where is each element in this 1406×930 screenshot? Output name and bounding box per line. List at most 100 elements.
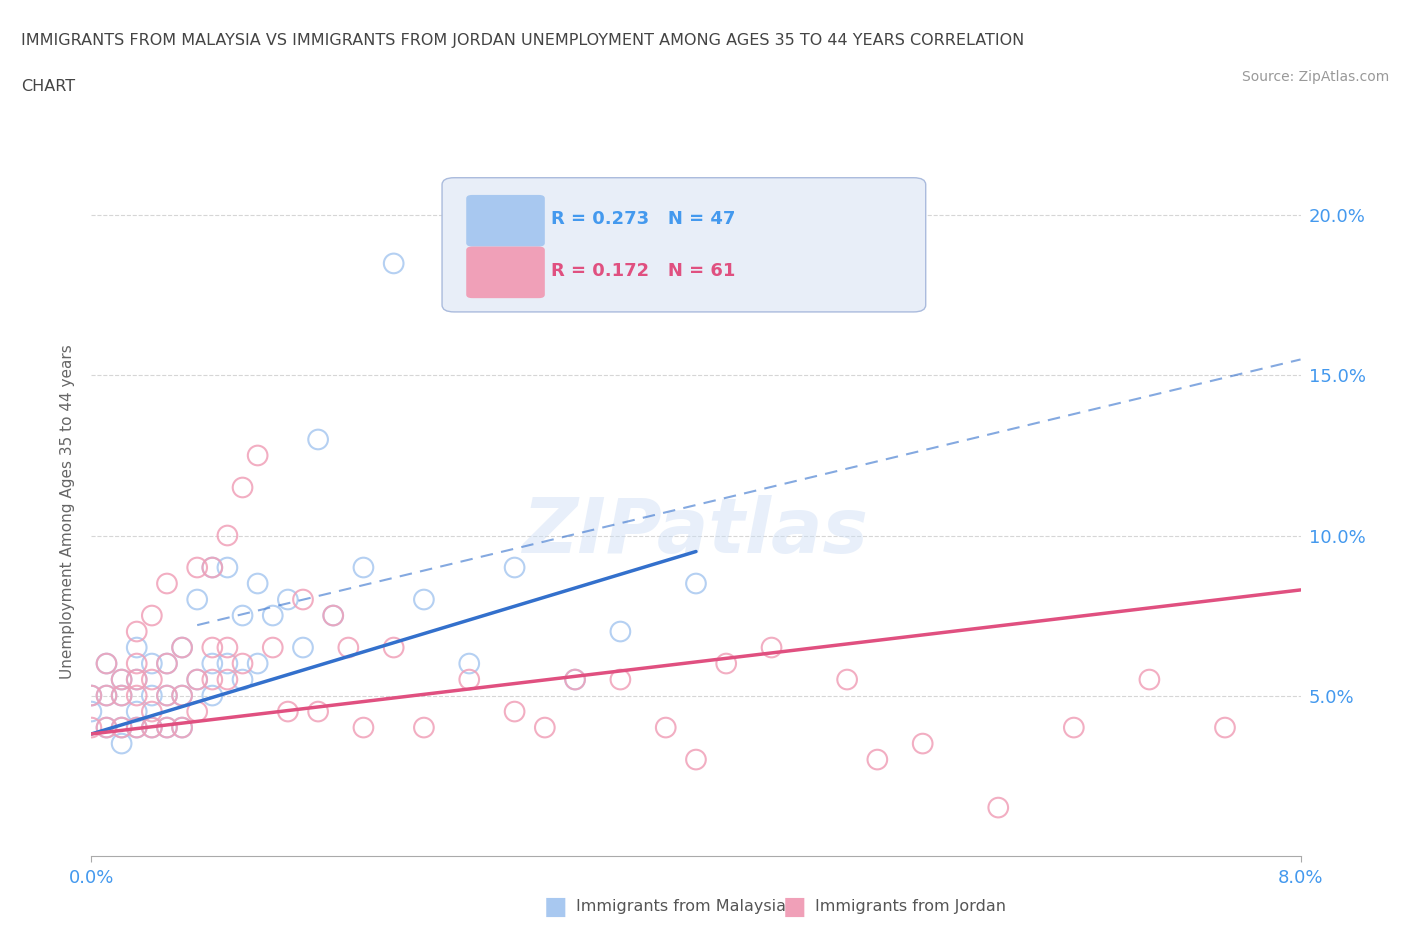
Point bbox=[277, 704, 299, 719]
Point bbox=[111, 720, 132, 735]
Point bbox=[80, 720, 103, 735]
Point bbox=[111, 672, 132, 687]
Point bbox=[96, 656, 118, 671]
Point bbox=[125, 640, 148, 655]
Text: IMMIGRANTS FROM MALAYSIA VS IMMIGRANTS FROM JORDAN UNEMPLOYMENT AMONG AGES 35 TO: IMMIGRANTS FROM MALAYSIA VS IMMIGRANTS F… bbox=[21, 33, 1025, 47]
Point bbox=[217, 640, 239, 655]
Point bbox=[987, 800, 1010, 815]
Point bbox=[292, 592, 315, 607]
Point bbox=[141, 608, 163, 623]
Point bbox=[609, 672, 631, 687]
Point bbox=[231, 480, 253, 495]
Point bbox=[186, 672, 208, 687]
Point bbox=[382, 640, 405, 655]
Text: R = 0.273   N = 47: R = 0.273 N = 47 bbox=[551, 210, 735, 228]
Point bbox=[1063, 720, 1085, 735]
Point bbox=[217, 656, 239, 671]
Point bbox=[609, 624, 631, 639]
Point bbox=[172, 720, 194, 735]
Point bbox=[156, 576, 179, 591]
Point bbox=[80, 688, 103, 703]
Text: Immigrants from Jordan: Immigrants from Jordan bbox=[815, 899, 1007, 914]
Point bbox=[141, 720, 163, 735]
Text: Immigrants from Malaysia: Immigrants from Malaysia bbox=[576, 899, 786, 914]
Point bbox=[111, 688, 132, 703]
Point bbox=[96, 688, 118, 703]
Point bbox=[231, 672, 253, 687]
Point bbox=[246, 656, 269, 671]
Point bbox=[141, 672, 163, 687]
Point bbox=[382, 256, 405, 271]
Point bbox=[458, 656, 481, 671]
Point bbox=[352, 720, 374, 735]
Point bbox=[111, 720, 132, 735]
Point bbox=[337, 640, 360, 655]
Point bbox=[201, 688, 224, 703]
Point bbox=[866, 752, 889, 767]
Point bbox=[125, 720, 148, 735]
Point bbox=[96, 688, 118, 703]
Point bbox=[156, 688, 179, 703]
Point bbox=[186, 592, 208, 607]
Point bbox=[172, 688, 194, 703]
Point bbox=[96, 720, 118, 735]
Point bbox=[201, 656, 224, 671]
Point bbox=[262, 640, 284, 655]
Point bbox=[262, 608, 284, 623]
Point bbox=[156, 688, 179, 703]
Point bbox=[201, 560, 224, 575]
Point bbox=[217, 560, 239, 575]
FancyBboxPatch shape bbox=[441, 178, 925, 312]
Point bbox=[685, 576, 707, 591]
Text: ■: ■ bbox=[783, 895, 806, 919]
Point bbox=[125, 656, 148, 671]
Point bbox=[186, 560, 208, 575]
Point bbox=[125, 672, 148, 687]
Point bbox=[96, 656, 118, 671]
Point bbox=[246, 448, 269, 463]
Point bbox=[246, 576, 269, 591]
Point bbox=[125, 704, 148, 719]
Point bbox=[125, 624, 148, 639]
Point bbox=[186, 672, 208, 687]
Point bbox=[125, 672, 148, 687]
Point bbox=[201, 672, 224, 687]
Point bbox=[156, 720, 179, 735]
FancyBboxPatch shape bbox=[467, 246, 544, 299]
Point bbox=[96, 720, 118, 735]
Point bbox=[503, 560, 526, 575]
Point bbox=[835, 672, 858, 687]
Point bbox=[458, 672, 481, 687]
Point bbox=[352, 560, 374, 575]
Point bbox=[761, 640, 783, 655]
Point bbox=[307, 704, 329, 719]
Point bbox=[533, 720, 555, 735]
Point bbox=[277, 592, 299, 607]
FancyBboxPatch shape bbox=[467, 195, 544, 246]
Point bbox=[413, 720, 436, 735]
Point bbox=[564, 672, 586, 687]
Point bbox=[111, 688, 132, 703]
Point bbox=[1139, 672, 1161, 687]
Point bbox=[654, 720, 676, 735]
Point bbox=[156, 656, 179, 671]
Point bbox=[172, 720, 194, 735]
Point bbox=[911, 737, 934, 751]
Point bbox=[201, 560, 224, 575]
Text: R = 0.172   N = 61: R = 0.172 N = 61 bbox=[551, 261, 735, 280]
Point bbox=[322, 608, 344, 623]
Point bbox=[307, 432, 329, 447]
Point bbox=[111, 672, 132, 687]
Text: ■: ■ bbox=[544, 895, 567, 919]
Point bbox=[1213, 720, 1236, 735]
Point bbox=[141, 720, 163, 735]
Point bbox=[685, 752, 707, 767]
Point bbox=[231, 656, 253, 671]
Point bbox=[217, 672, 239, 687]
Text: Source: ZipAtlas.com: Source: ZipAtlas.com bbox=[1241, 70, 1389, 84]
Point bbox=[231, 608, 253, 623]
Point bbox=[413, 592, 436, 607]
Text: CHART: CHART bbox=[21, 79, 75, 94]
Point bbox=[714, 656, 737, 671]
Point bbox=[141, 688, 163, 703]
